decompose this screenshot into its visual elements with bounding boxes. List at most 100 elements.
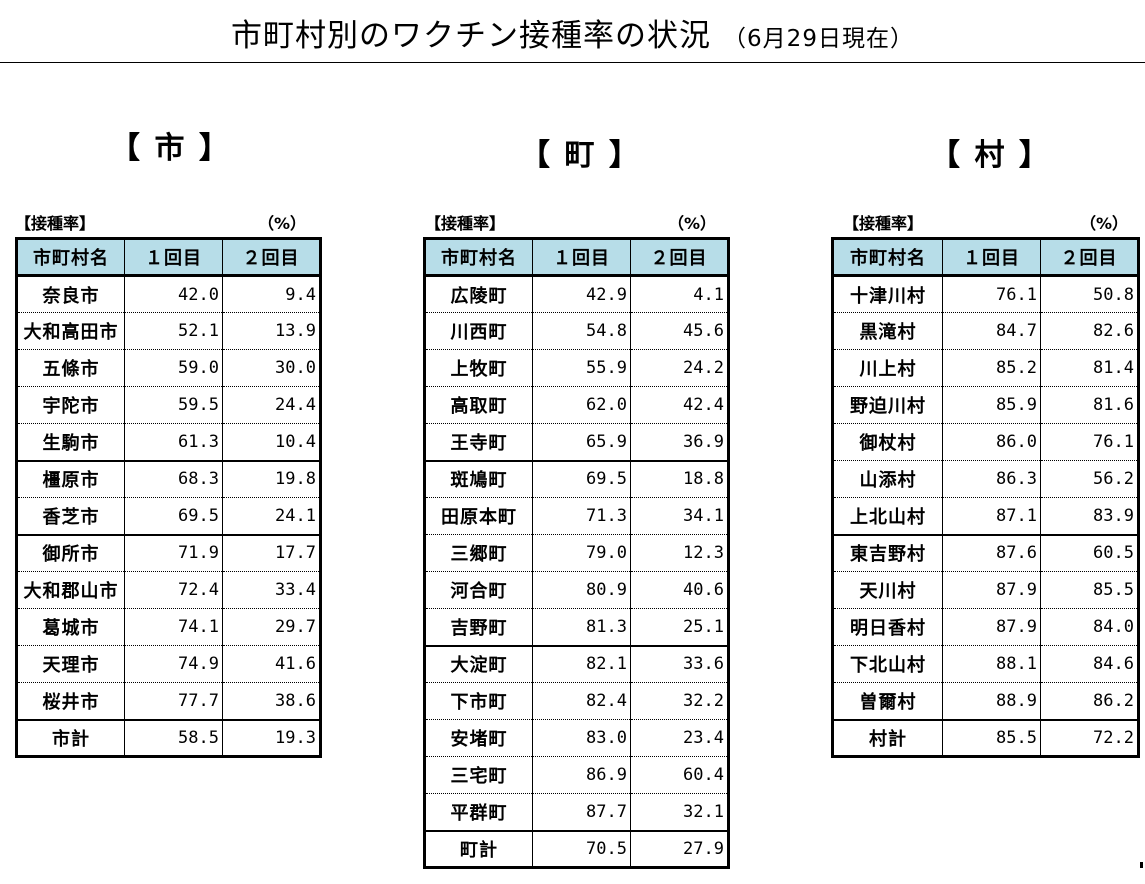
cell-second: 29.7 [222, 608, 321, 646]
cell-first: 87.9 [942, 571, 1041, 609]
cell-name: 広陵町 [424, 275, 533, 313]
column-header-second: ２回目 [1040, 238, 1139, 277]
cell-first: 72.4 [124, 571, 223, 609]
table-row: 三宅町 86.9 60.4 [424, 756, 729, 794]
table-row: 明日香村 87.9 84.0 [832, 608, 1139, 646]
cell-first: 86.9 [532, 756, 631, 794]
table-header-row: 市町村名 １回目 ２回目 [832, 238, 1139, 277]
table-row: 王寺町 65.9 36.9 [424, 423, 729, 462]
cell-second: 30.0 [222, 349, 321, 387]
cell-name: 桜井市 [16, 682, 125, 720]
table-row: 曽爾村 88.9 86.2 [832, 682, 1139, 720]
column-header-first: １回目 [942, 238, 1041, 277]
cell-name: 川西町 [424, 312, 533, 350]
total-row: 村計 85.5 72.2 [832, 718, 1139, 757]
cell-first: 74.1 [124, 608, 223, 646]
cell-name: 王寺町 [424, 423, 533, 462]
cell-name: 野迫川村 [832, 386, 943, 424]
table-row: 五條市 59.0 30.0 [16, 349, 321, 387]
table-row: 吉野町 81.3 25.1 [424, 608, 729, 647]
cell-second: 9.4 [222, 275, 321, 313]
cell-second: 33.4 [222, 571, 321, 609]
column-header-second: ２回目 [630, 238, 729, 277]
table-row: 三郷町 79.0 12.3 [424, 534, 729, 572]
cell-second: 42.4 [630, 386, 729, 424]
page-title-text: 市町村別のワクチン接種率の状況 [231, 18, 712, 54]
cell-name: 山添村 [832, 460, 943, 498]
cell-second: 56.2 [1040, 460, 1139, 498]
cell-second: 41.6 [222, 645, 321, 683]
cell-first: 77.7 [124, 682, 223, 720]
villages-table: 市町村名 １回目 ２回目 十津川村 76.1 50.8 黒滝村 84.7 82.6 川上村 8… [831, 237, 1140, 758]
cell-name: 田原本町 [424, 497, 533, 535]
cell-first: 83.0 [532, 719, 631, 757]
column-header-name: 市町村名 [832, 238, 943, 277]
cell-name: 安堵町 [424, 719, 533, 757]
cell-name: 葛城市 [16, 608, 125, 646]
cell-second: 24.1 [222, 497, 321, 536]
total-first: 85.5 [942, 718, 1041, 757]
cell-name: 奈良市 [16, 275, 125, 313]
total-first: 70.5 [532, 829, 631, 868]
cell-name: 生駒市 [16, 423, 125, 462]
towns-caption: 【接種率】 [425, 214, 506, 233]
table-row: 御杖村 86.0 76.1 [832, 423, 1139, 461]
cell-first: 85.2 [942, 349, 1041, 387]
cell-first: 84.7 [942, 312, 1041, 350]
villages-table-body: 十津川村 76.1 50.8 黒滝村 84.7 82.6 川上村 85.2 81.4 野迫川村 85… [832, 275, 1139, 757]
column-header-first: １回目 [124, 238, 223, 277]
cell-second: 38.6 [222, 682, 321, 720]
table-row: 平群町 87.7 32.1 [424, 793, 729, 831]
cell-first: 69.5 [532, 460, 631, 498]
total-first: 58.5 [124, 718, 223, 757]
cell-first: 55.9 [532, 349, 631, 387]
cell-second: 60.5 [1040, 534, 1139, 572]
cities-caption: 【接種率】 [15, 214, 96, 233]
table-row: 橿原市 68.3 19.8 [16, 460, 321, 498]
cell-name: 曽爾村 [832, 682, 943, 720]
total-second: 27.9 [630, 829, 729, 868]
villages-unit: （%） [1080, 214, 1129, 233]
cell-first: 54.8 [532, 312, 631, 350]
cell-name: 宇陀市 [16, 386, 125, 424]
edge-mark [1140, 862, 1143, 868]
total-second: 19.3 [222, 718, 321, 757]
cell-first: 52.1 [124, 312, 223, 350]
cell-first: 71.9 [124, 534, 223, 572]
cell-name: 上北山村 [832, 497, 943, 536]
cell-first: 87.1 [942, 497, 1041, 536]
total-row: 町計 70.5 27.9 [424, 829, 729, 868]
table-row: 下北山村 88.1 84.6 [832, 645, 1139, 683]
total-name: 村計 [832, 718, 943, 757]
cell-name: 天川村 [832, 571, 943, 609]
cell-first: 65.9 [532, 423, 631, 462]
table-row: 天理市 74.9 41.6 [16, 645, 321, 683]
cell-name: 大淀町 [424, 645, 533, 683]
table-row: 大和郡山市 72.4 33.4 [16, 571, 321, 609]
cell-second: 12.3 [630, 534, 729, 572]
cell-first: 61.3 [124, 423, 223, 462]
cell-second: 32.1 [630, 793, 729, 831]
cell-second: 84.6 [1040, 645, 1139, 683]
table-row: 下市町 82.4 32.2 [424, 682, 729, 720]
cell-first: 79.0 [532, 534, 631, 572]
table-row: 御所市 71.9 17.7 [16, 534, 321, 572]
cell-second: 86.2 [1040, 682, 1139, 720]
table-row: 上牧町 55.9 24.2 [424, 349, 729, 387]
cell-second: 24.4 [222, 386, 321, 424]
cell-second: 34.1 [630, 497, 729, 535]
cell-second: 25.1 [630, 608, 729, 647]
total-name: 市計 [16, 718, 125, 757]
cell-name: 下北山村 [832, 645, 943, 683]
cell-first: 82.4 [532, 682, 631, 720]
table-row: 十津川村 76.1 50.8 [832, 275, 1139, 313]
cell-second: 32.2 [630, 682, 729, 720]
cell-first: 71.3 [532, 497, 631, 535]
cell-second: 76.1 [1040, 423, 1139, 461]
cell-first: 74.9 [124, 645, 223, 683]
table-row: 山添村 86.3 56.2 [832, 460, 1139, 498]
total-row: 市計 58.5 19.3 [16, 718, 321, 757]
cell-first: 59.5 [124, 386, 223, 424]
cell-first: 59.0 [124, 349, 223, 387]
table-row: 安堵町 83.0 23.4 [424, 719, 729, 757]
